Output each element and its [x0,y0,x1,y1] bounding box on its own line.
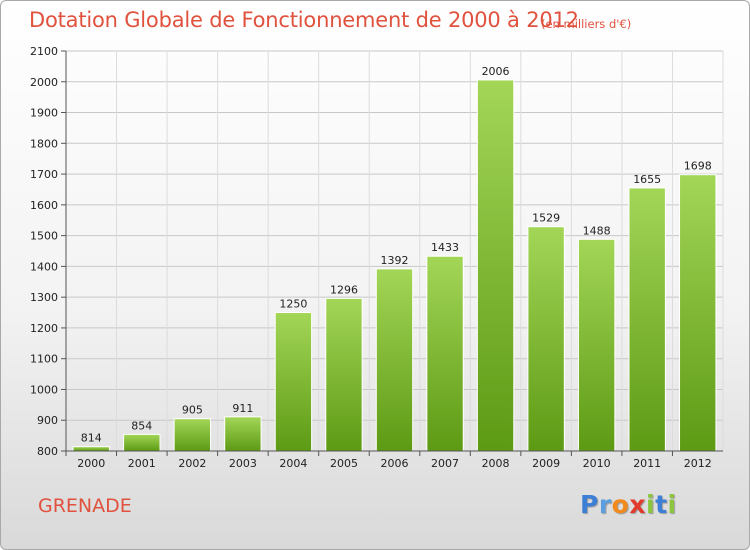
y-tick-label: 1300 [30,291,58,304]
bar-value-label: 2006 [482,65,510,78]
bar-value-label: 1296 [330,283,358,296]
bar [527,226,565,452]
bar [628,187,666,452]
bar-value-label: 1655 [633,173,661,186]
x-tick-label: 2009 [532,457,560,470]
bar-value-label: 905 [182,404,203,417]
y-tick-label: 800 [37,445,58,458]
bar [274,312,313,452]
x-tick-label: 2012 [684,457,712,470]
y-tick-label: 1900 [30,107,58,120]
chart-title: Dotation Globale de Fonctionnement de 20… [29,8,579,32]
y-tick-label: 1400 [30,260,58,273]
x-tick-label: 2006 [381,457,409,470]
x-tick-label: 2002 [178,457,206,470]
x-tick-label: 2001 [128,457,156,470]
x-tick-label: 2003 [229,457,257,470]
bar-value-label: 911 [232,402,253,415]
bar-value-label: 1392 [381,254,409,267]
bar [224,416,262,452]
proxiti-logo: Proxiti [580,490,677,519]
city-name: GRENADE [38,495,132,517]
y-tick-label: 1500 [30,230,58,243]
bar-value-label: 1698 [684,160,712,173]
bar [72,446,110,452]
x-tick-label: 2008 [482,457,510,470]
y-tick-label: 2000 [30,76,58,89]
bar [426,255,464,452]
bar [679,174,717,452]
bar [123,433,161,452]
chart-subtitle: (en milliers d'€) [541,17,632,31]
bar-value-label: 1488 [583,224,611,237]
bar [375,268,414,452]
x-tick-label: 2010 [583,457,611,470]
y-tick-label: 1600 [30,199,58,212]
x-tick-label: 2000 [77,457,105,470]
x-tick-label: 2004 [279,457,307,470]
logo-letter: x [629,490,646,519]
bar [476,79,515,452]
logo-letter: i [646,490,656,519]
bar-value-label: 1250 [279,298,307,311]
bar [325,297,363,452]
y-tick-label: 1100 [30,353,58,366]
bar-value-label: 854 [131,419,152,432]
logo-letter: t [655,490,668,519]
bar-value-label: 1529 [532,212,560,225]
y-tick-label: 1700 [30,168,58,181]
axes: 800 900 1000 1100 1200 1300 1400 1500 1600 1700 18… [30,45,723,470]
logo-letter: P [580,490,599,519]
x-tick-label: 2011 [633,457,661,470]
bar-value-label: 1433 [431,241,459,254]
y-tick-label: 1200 [30,322,58,335]
logo-letter: o [611,490,630,519]
bar [577,238,616,452]
logo-letter: r [598,490,612,519]
bar-value-label: 814 [81,432,102,445]
bar [173,418,212,452]
y-tick-label: 900 [37,414,58,427]
y-tick-label: 1000 [30,383,58,396]
bars: 814 854 905 911 1250 1296 1392 1433 2006 1529 1488… [72,65,717,452]
logo-letter: i [667,490,677,519]
y-tick-label: 2100 [30,45,58,58]
x-tick-label: 2007 [431,457,459,470]
y-tick-label: 1800 [30,137,58,150]
x-tick-label: 2005 [330,457,358,470]
